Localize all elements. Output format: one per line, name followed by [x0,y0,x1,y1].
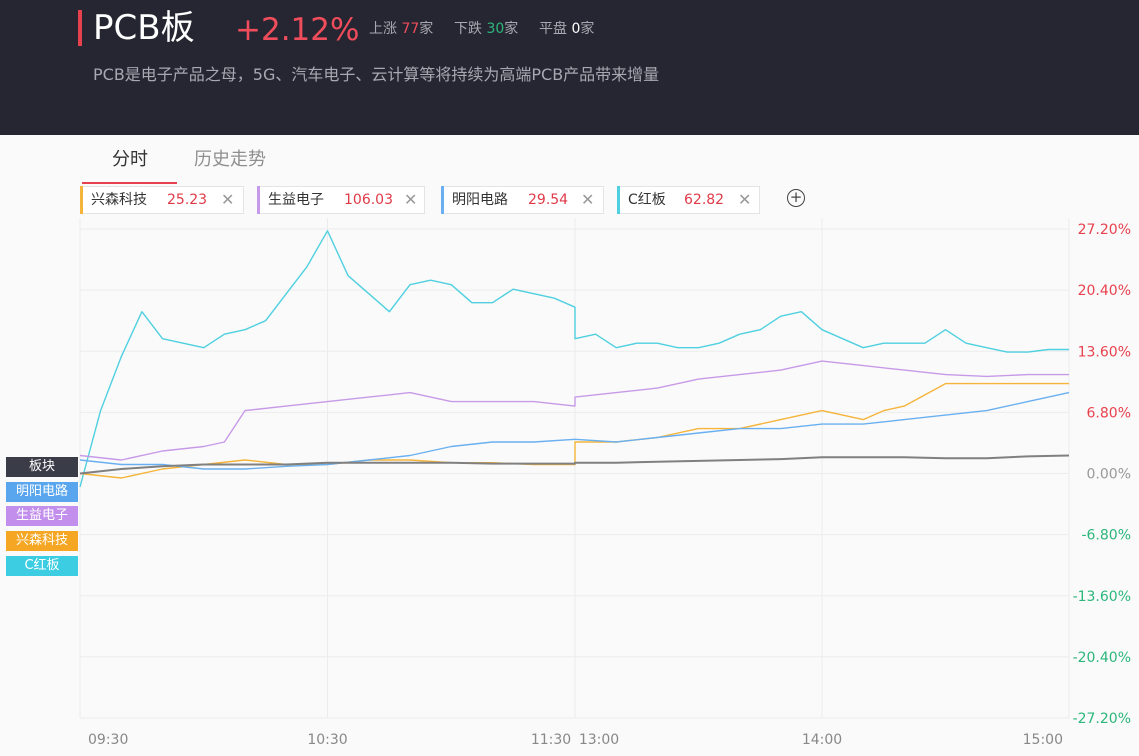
series-line [79,382,1069,479]
stock-chip-shengyi[interactable]: 生益电子 106.03 ✕ [257,186,425,214]
flat-unit: 家 [580,21,595,37]
chip-price: 29.54 [528,192,569,208]
close-icon[interactable]: ✕ [221,190,235,209]
x-tick-label: 15:00 [1023,732,1063,748]
chip-color-bar [617,186,620,214]
legend-sector: 板块 [6,457,78,477]
y-tick-label: -20.40% [1073,650,1131,666]
chip-name: 生益电子 [268,192,324,208]
y-tick-label: -27.20% [1073,711,1131,727]
down-stat: 下跌 30家 [454,19,518,39]
flat-count: 0 [571,21,581,37]
series-line [79,230,1069,488]
close-icon[interactable]: ✕ [738,190,752,209]
series-line [79,454,1070,475]
chip-color-bar [80,186,83,214]
legend-hongban: C红板 [6,556,78,576]
header [0,0,1139,135]
close-icon[interactable]: ✕ [581,190,595,209]
tab-history[interactable]: 历史走势 [194,149,266,170]
chip-name: 兴森科技 [91,192,147,208]
x-tick-label: 11:30 [531,732,571,748]
change-percent: +2.12% [235,12,360,48]
add-stock-icon[interactable]: + [787,189,805,207]
chip-price: 62.82 [684,192,725,208]
x-tick-label: 13:00 [579,732,619,748]
y-tick-label: -13.60% [1073,589,1131,605]
stock-chip-mingyang[interactable]: 明阳电路 29.54 ✕ [441,186,604,214]
tab-intraday[interactable]: 分时 [112,149,148,170]
chip-price: 25.23 [167,192,208,208]
down-label: 下跌 [454,21,482,37]
down-unit: 家 [504,21,519,37]
y-tick-label: 6.80% [1087,405,1131,421]
x-tick-label: 10:30 [307,732,347,748]
series-line [79,391,1070,470]
series-line [79,360,1069,461]
x-tick-label: 14:00 [802,732,842,748]
chip-name: C红板 [628,192,666,208]
flat-stat: 平盘 0家 [539,19,594,39]
down-count: 30 [486,21,505,37]
up-unit: 家 [419,21,434,37]
stock-chip-hongban[interactable]: C红板 62.82 ✕ [617,186,760,214]
y-tick-label: 13.60% [1078,344,1131,360]
chip-color-bar [441,186,444,214]
close-icon[interactable]: ✕ [404,190,418,209]
legend-mingyang: 明阳电路 [6,482,78,502]
y-tick-label: -6.80% [1081,528,1131,544]
chip-color-bar [257,186,260,214]
up-count: 77 [401,21,420,37]
chip-name: 明阳电路 [452,192,508,208]
legend-shengyi: 生益电子 [6,506,78,526]
tab-active-indicator [82,182,177,184]
up-label: 上涨 [369,21,397,37]
x-tick-label: 09:30 [88,732,128,748]
y-tick-label: 20.40% [1078,283,1131,299]
up-stat: 上涨 77家 [369,19,433,39]
chip-price: 106.03 [344,192,393,208]
sector-description: PCB是电子产品之母，5G、汽车电子、云计算等将持续为高端PCB产品带来增量 [93,65,660,84]
y-tick-label: 0.00% [1087,467,1131,483]
flat-label: 平盘 [539,21,567,37]
y-tick-label: 27.20% [1078,222,1131,238]
stock-chip-xingsen[interactable]: 兴森科技 25.23 ✕ [80,186,244,214]
title-accent-bar [78,10,82,46]
page-title: PCB板 [93,8,195,48]
legend-xingsen: 兴森科技 [6,531,78,551]
